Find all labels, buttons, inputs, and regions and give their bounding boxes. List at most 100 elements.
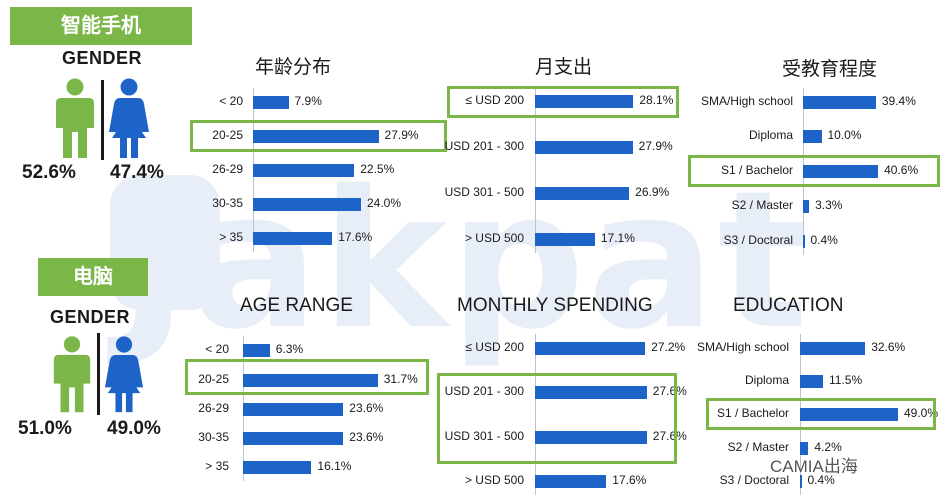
bar	[243, 431, 344, 445]
bar	[803, 234, 805, 248]
gender-divider	[101, 80, 104, 160]
smartphone-spending-title: 月支出	[535, 57, 593, 78]
bar	[800, 374, 823, 388]
female-icon	[104, 336, 144, 413]
value-label: 17.6%	[612, 473, 647, 487]
bar	[803, 199, 810, 213]
bar	[253, 163, 355, 177]
bar	[800, 407, 898, 421]
smartphone-section-label: 智能手机	[10, 7, 192, 45]
category-label: S1 / Bachelor	[720, 163, 793, 177]
category-label: S3 / Doctoral	[723, 233, 793, 247]
value-label: 17.1%	[600, 231, 635, 245]
value-label: 27.6%	[652, 429, 687, 443]
category-label: Diploma	[744, 373, 789, 387]
category-label: SMA/High school	[700, 94, 793, 108]
smartphone-male-pct: 52.6%	[22, 162, 76, 183]
category-label: > 35	[219, 230, 243, 244]
category-label: S2 / Master	[731, 198, 793, 212]
category-label: USD 201 - 300	[444, 139, 524, 153]
bar	[243, 343, 270, 357]
bar	[535, 232, 595, 246]
pc-female-pct: 49.0%	[107, 418, 161, 439]
bar	[243, 373, 378, 387]
value-label: 27.2%	[651, 340, 686, 354]
category-label: ≤ USD 200	[465, 93, 524, 107]
highlight-box	[447, 86, 679, 118]
highlight-box	[185, 359, 429, 395]
category-label: 20-25	[198, 372, 229, 386]
category-label: 20-25	[212, 128, 243, 142]
category-label: 26-29	[212, 162, 243, 176]
value-label: 27.9%	[638, 139, 673, 153]
bar	[535, 140, 633, 154]
value-label: 7.9%	[294, 94, 322, 108]
highlight-box	[706, 398, 936, 430]
value-label: 11.5%	[829, 373, 863, 387]
pc-gender-title: GENDER	[50, 307, 131, 327]
bar	[535, 94, 634, 108]
value-label: 0.4%	[810, 233, 838, 247]
value-label: 6.3%	[275, 342, 304, 356]
bar	[243, 460, 312, 474]
category-label: S1 / Bachelor	[716, 406, 789, 420]
category-label: ≤ USD 200	[465, 340, 524, 354]
category-label: S2 / Master	[727, 440, 789, 454]
value-label: 4.2%	[814, 440, 842, 454]
value-label: 10.0%	[827, 128, 862, 142]
category-label: Diploma	[748, 128, 793, 142]
bar	[243, 402, 344, 416]
pc-education-title: EDUCATION	[733, 295, 844, 316]
category-label: USD 201 - 300	[444, 384, 524, 398]
bar	[800, 474, 802, 488]
bar	[535, 430, 647, 444]
bar	[803, 95, 876, 109]
bar	[253, 95, 289, 109]
value-label: 17.6%	[338, 230, 373, 244]
value-label: 24.0%	[367, 196, 402, 210]
bar	[535, 385, 647, 399]
value-label: 27.6%	[652, 384, 687, 398]
bar	[535, 474, 607, 488]
value-label: 22.5%	[360, 162, 395, 176]
male-icon	[56, 78, 94, 158]
category-label: USD 301 - 500	[444, 185, 524, 199]
bar	[253, 129, 379, 143]
value-label: 32.6%	[871, 340, 906, 354]
bar	[800, 441, 809, 455]
camia-logo: CAMIA出海	[770, 457, 858, 476]
category-label: USD 301 - 500	[444, 429, 524, 443]
value-label: 16.1%	[317, 459, 352, 473]
value-label: 26.9%	[635, 185, 670, 199]
value-label: 31.7%	[383, 372, 418, 386]
highlight-box	[437, 373, 677, 464]
smartphone-age-title: 年龄分布	[255, 57, 332, 78]
highlight-box	[190, 120, 447, 152]
bar	[253, 197, 361, 211]
category-label: > 35	[205, 459, 229, 473]
value-label: 23.6%	[349, 430, 384, 444]
category-label: 26-29	[198, 401, 229, 415]
value-label: 0.4%	[807, 473, 835, 487]
value-label: 28.1%	[639, 93, 674, 107]
pc-male-pct: 51.0%	[18, 418, 72, 439]
bar	[800, 341, 866, 355]
smartphone-female-pct: 47.4%	[110, 162, 164, 183]
female-icon	[109, 78, 149, 158]
value-label: 49.0%	[904, 406, 939, 420]
pc-section-label: 电脑	[38, 258, 148, 296]
gender-divider	[97, 333, 100, 415]
category-label: 30-35	[198, 430, 229, 444]
category-label: SMA/High school	[696, 340, 789, 354]
category-label: S3 / Doctoral	[719, 473, 789, 487]
category-label: 30-35	[212, 196, 243, 210]
male-icon	[53, 336, 91, 413]
category-label: > USD 500	[464, 473, 524, 487]
smartphone-education-title: 受教育程度	[782, 59, 878, 80]
value-label: 27.9%	[384, 128, 419, 142]
value-label: 3.3%	[815, 198, 843, 212]
bar	[803, 164, 879, 178]
bar	[803, 129, 822, 143]
smartphone-gender-title: GENDER	[62, 48, 143, 68]
value-label: 23.6%	[349, 401, 384, 415]
